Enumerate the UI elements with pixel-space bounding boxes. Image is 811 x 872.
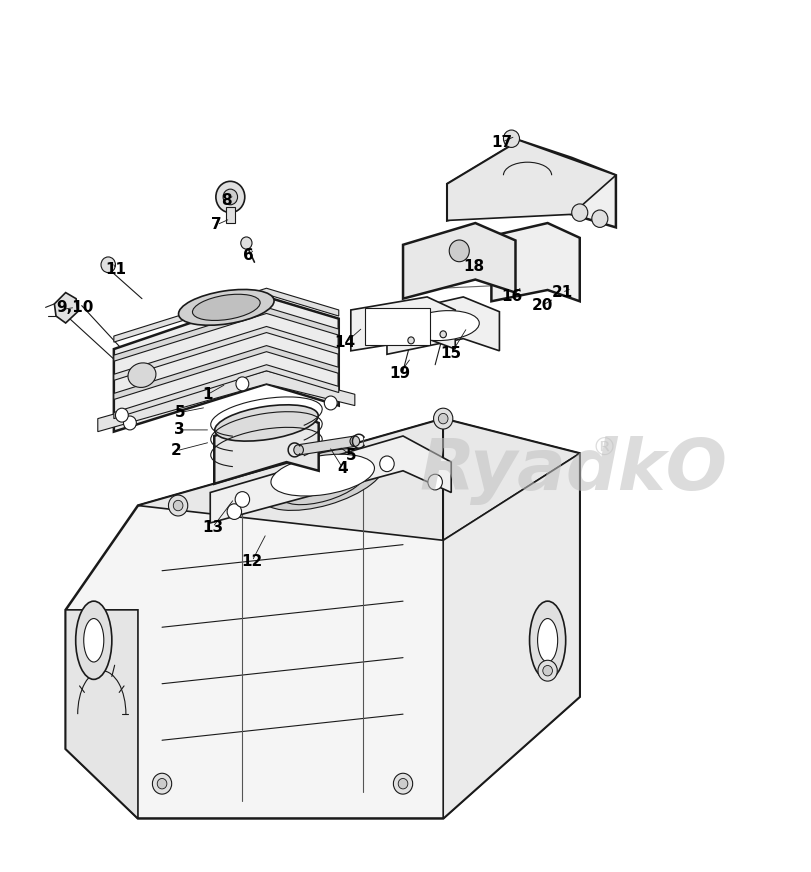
Text: 1: 1	[202, 387, 212, 402]
Text: 7: 7	[211, 217, 221, 232]
Ellipse shape	[178, 290, 274, 325]
Ellipse shape	[529, 601, 565, 679]
Circle shape	[571, 204, 587, 221]
Polygon shape	[214, 410, 318, 484]
Circle shape	[397, 779, 407, 789]
Polygon shape	[54, 293, 78, 323]
Text: 13: 13	[202, 520, 223, 535]
Polygon shape	[66, 419, 579, 819]
Circle shape	[241, 237, 251, 249]
Ellipse shape	[192, 294, 260, 320]
Polygon shape	[298, 436, 354, 455]
Ellipse shape	[406, 310, 478, 341]
Circle shape	[216, 181, 244, 213]
Circle shape	[380, 456, 393, 472]
Ellipse shape	[271, 454, 374, 496]
Text: 19: 19	[388, 366, 410, 381]
Text: 15: 15	[440, 346, 461, 361]
Ellipse shape	[448, 240, 469, 262]
Circle shape	[542, 665, 551, 676]
Polygon shape	[114, 297, 338, 432]
Circle shape	[168, 495, 187, 516]
Circle shape	[152, 773, 171, 794]
Ellipse shape	[84, 618, 104, 662]
Polygon shape	[114, 289, 338, 342]
Circle shape	[236, 377, 248, 391]
Ellipse shape	[440, 330, 446, 337]
Bar	[365, 308, 429, 344]
Text: RyadkO: RyadkO	[418, 436, 726, 505]
Polygon shape	[66, 610, 138, 819]
Text: 5: 5	[174, 405, 185, 420]
Polygon shape	[114, 364, 338, 419]
Circle shape	[433, 408, 453, 429]
Text: 6: 6	[243, 248, 254, 262]
Polygon shape	[402, 223, 515, 299]
Ellipse shape	[294, 445, 303, 455]
Text: 21: 21	[551, 285, 572, 300]
Circle shape	[438, 413, 448, 424]
Text: 17: 17	[491, 134, 512, 150]
Circle shape	[591, 210, 607, 228]
Text: 18: 18	[462, 259, 483, 274]
Circle shape	[427, 474, 442, 490]
Circle shape	[227, 504, 242, 520]
Ellipse shape	[350, 436, 359, 446]
Text: 8: 8	[221, 193, 231, 208]
Polygon shape	[138, 419, 579, 541]
Ellipse shape	[537, 618, 557, 662]
Text: 16: 16	[500, 290, 521, 304]
Circle shape	[123, 416, 136, 430]
Text: 3: 3	[174, 422, 185, 438]
Text: 20: 20	[530, 298, 552, 313]
Polygon shape	[447, 140, 616, 221]
Polygon shape	[447, 140, 616, 228]
Ellipse shape	[260, 448, 384, 510]
Text: 5: 5	[345, 447, 356, 463]
Circle shape	[503, 130, 519, 147]
Polygon shape	[443, 419, 579, 819]
Polygon shape	[210, 436, 451, 523]
Ellipse shape	[128, 363, 156, 387]
Polygon shape	[114, 326, 338, 380]
Circle shape	[101, 257, 115, 273]
Circle shape	[235, 492, 249, 508]
Polygon shape	[114, 345, 338, 399]
Text: ®: ®	[591, 437, 616, 461]
Polygon shape	[387, 297, 499, 354]
Circle shape	[538, 660, 556, 681]
Ellipse shape	[75, 601, 112, 679]
Ellipse shape	[214, 405, 318, 441]
Text: 11: 11	[105, 262, 127, 276]
Text: 4: 4	[337, 460, 348, 475]
Polygon shape	[114, 307, 338, 361]
Text: 9,10: 9,10	[57, 300, 94, 315]
Text: 14: 14	[334, 336, 355, 351]
Circle shape	[324, 396, 337, 410]
Polygon shape	[350, 297, 455, 351]
Circle shape	[173, 501, 182, 511]
Ellipse shape	[407, 337, 414, 344]
Polygon shape	[491, 223, 579, 301]
Circle shape	[115, 408, 128, 422]
Text: 2: 2	[171, 443, 182, 459]
Text: 12: 12	[241, 554, 262, 569]
Circle shape	[157, 779, 166, 789]
Polygon shape	[97, 371, 354, 432]
Circle shape	[223, 189, 238, 205]
Bar	[225, 208, 235, 223]
Circle shape	[393, 773, 412, 794]
